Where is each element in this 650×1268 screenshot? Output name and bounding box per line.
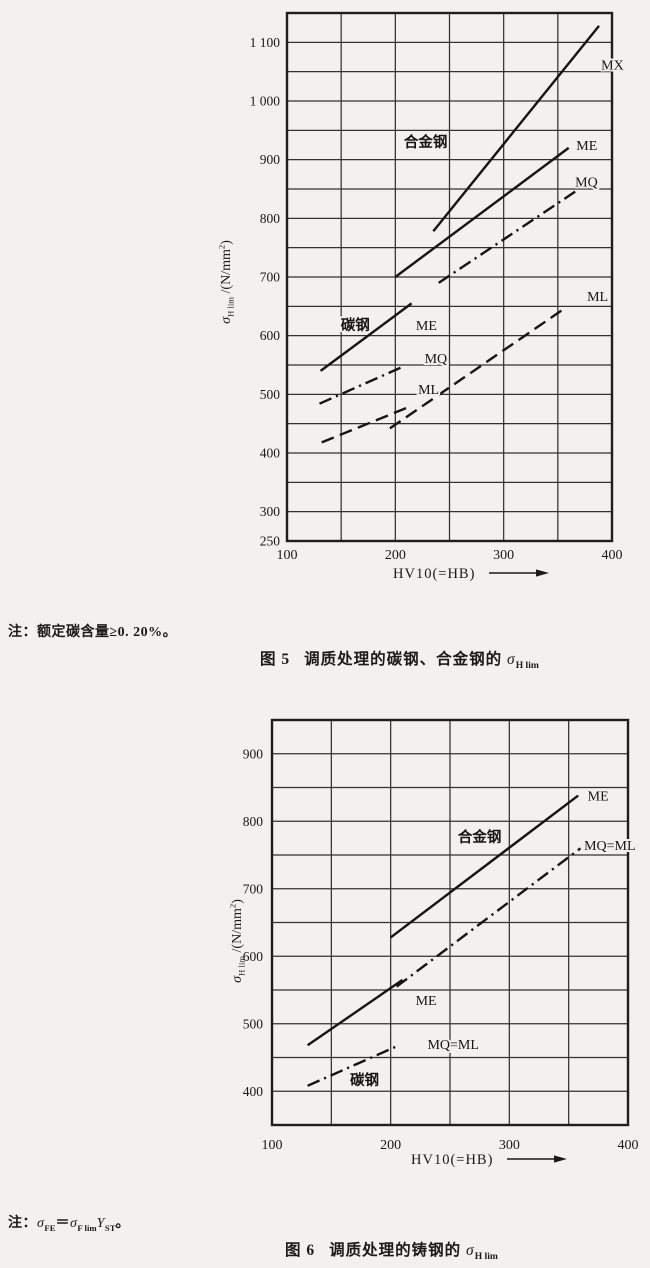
fig6-y-tick-label: 600 <box>243 949 264 964</box>
fig6-label-ME: ME <box>588 790 609 805</box>
fig6-y-tick-label: 800 <box>243 814 264 829</box>
fig5-series-alloy-ML <box>389 308 564 430</box>
x-axis-arrow-icon <box>489 569 550 577</box>
fig6-x-tick-label: 100 <box>262 1138 283 1153</box>
fig5-y-tick-label: 250 <box>260 534 281 549</box>
fig5-y-tick-label: 300 <box>260 504 281 519</box>
fig6-label-MQ=ML: MQ=ML <box>584 839 635 854</box>
y-factor-symbol: Y <box>96 1216 105 1231</box>
fig5-y-tick-label: 1 100 <box>250 35 281 50</box>
fig6-y-tick-label: 700 <box>243 881 264 896</box>
sigma-symbol: σ <box>70 1216 78 1231</box>
fig6-x-tick-label: 200 <box>380 1138 401 1153</box>
fig6-label-MQ=ML: MQ=ML <box>427 1038 478 1053</box>
fig5-label-: 合金钢 <box>403 133 448 151</box>
fig6-series-carbon-MQ-ML <box>307 1044 400 1087</box>
sigma-symbol: σ <box>218 316 234 324</box>
fig5-x-tick-label: 200 <box>385 548 406 563</box>
fig6-x-tick-label: 300 <box>499 1138 520 1153</box>
fig5-label-MQ: MQ <box>575 175 598 190</box>
fig6-series-alloy-ME <box>389 794 579 939</box>
fig5-label-: 碳钢 <box>341 316 370 334</box>
fig6-y-tick-label: 400 <box>243 1084 264 1099</box>
sigma-symbol: σ <box>229 975 245 983</box>
fig5-series-alloy-MX <box>432 25 600 232</box>
fig6-y-tick-label: 500 <box>243 1016 264 1031</box>
fig5-y-tick-label: 700 <box>260 270 281 285</box>
fig6-label-: 合金钢 <box>457 828 502 846</box>
sigma-symbol: σ <box>37 1216 45 1231</box>
fig5-y-tick-label: 400 <box>260 446 281 461</box>
fig5-label-ML: ML <box>418 383 439 398</box>
fig5-y-tick-label: 900 <box>260 152 281 167</box>
fig5-caption: 图 5 调质处理的碳钢、合金钢的 σH lim <box>260 651 539 672</box>
fig6-plot-frame <box>270 718 630 1127</box>
fig5-label-ML: ML <box>587 290 608 305</box>
fig5-caption-number: 图 5 <box>260 651 291 668</box>
fig5-label-MQ: MQ <box>425 352 448 367</box>
fig5-x-tick-label: 100 <box>277 548 298 563</box>
fig5-label-MX: MX <box>601 59 624 74</box>
fig5-y-tick-label: 600 <box>260 328 281 343</box>
fig6-x-tick-label: 400 <box>618 1138 639 1153</box>
fig5-series-carbon-MQ <box>319 365 405 405</box>
fig5-series-alloy-ME <box>394 146 570 278</box>
fig5-series-alloy-MQ <box>438 189 578 284</box>
x-axis-arrow-icon <box>507 1155 568 1163</box>
fig5-x-tick-label: 300 <box>493 548 514 563</box>
fig5-label-ME: ME <box>576 139 597 154</box>
sigma-symbol: σ <box>466 1242 475 1259</box>
fig5-label-ME: ME <box>416 319 437 334</box>
fig6-caption-number: 图 6 <box>285 1242 316 1259</box>
fig5-series-carbon-ML <box>321 406 409 444</box>
fig6-series-alloy-MQ-ML <box>395 847 582 988</box>
fig5-plot-frame <box>285 11 614 543</box>
fig6-y-tick-label: 900 <box>243 746 264 761</box>
sigma-symbol: σ <box>507 651 516 668</box>
fig6-label-ME: ME <box>416 994 437 1009</box>
fig6-label-: 碳钢 <box>350 1071 379 1089</box>
fig5-x-tick-label: 400 <box>602 548 623 563</box>
fig5-y-tick-label: 500 <box>260 387 281 402</box>
fig5-y-tick-label: 800 <box>260 211 281 226</box>
fig5-x-axis-title: HV10(=HB) <box>393 566 550 583</box>
fig6-x-axis-title: HV10(=HB) <box>411 1152 568 1169</box>
fig6-series-carbon-ME <box>306 978 404 1047</box>
fig5-y-tick-label: 1 000 <box>250 94 281 109</box>
fig6-caption: 图 6 调质处理的铸钢的 σH lim <box>285 1242 498 1263</box>
note-fig5: 注：额定碳含量≥0. 20%。 <box>8 625 178 640</box>
note-fig6: 注：σFE＝σF limYST。 <box>8 1216 130 1233</box>
fig5-series-carbon-ME <box>319 302 413 372</box>
